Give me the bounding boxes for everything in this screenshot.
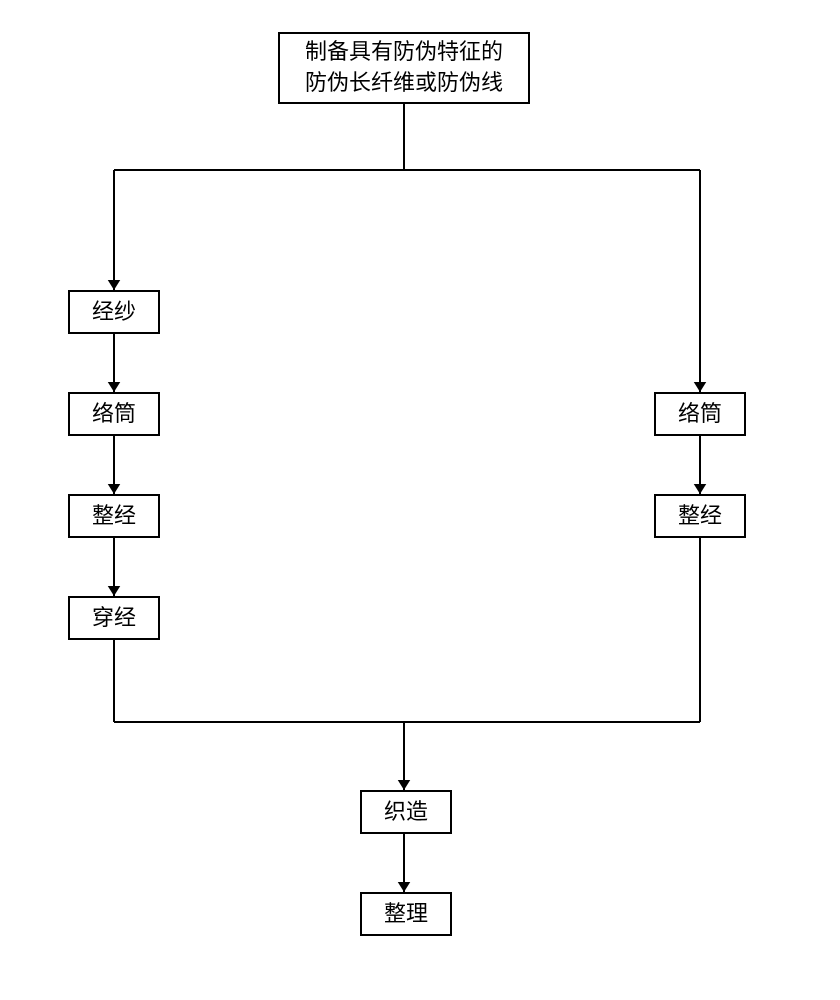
node-bottom1: 织造 <box>360 790 452 834</box>
node-left2: 络筒 <box>68 392 160 436</box>
node-left1: 经纱 <box>68 290 160 334</box>
node-bottom2: 整理 <box>360 892 452 936</box>
node-left3: 整经 <box>68 494 160 538</box>
node-right2: 整经 <box>654 494 746 538</box>
node-left4: 穿经 <box>68 596 160 640</box>
node-top: 制备具有防伪特征的 防伪长纤维或防伪线 <box>278 32 530 104</box>
node-right1: 络筒 <box>654 392 746 436</box>
